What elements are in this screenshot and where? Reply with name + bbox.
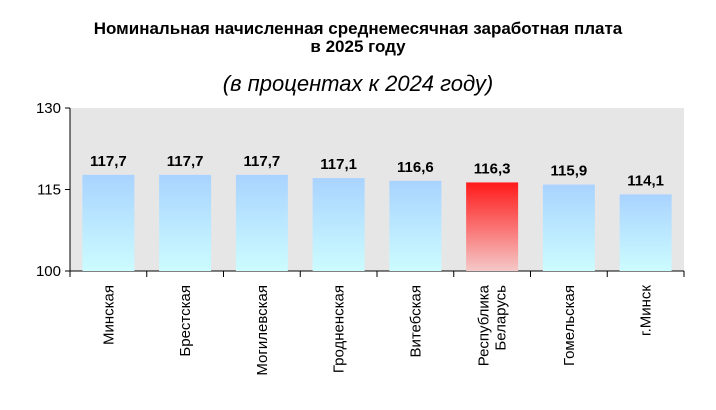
category-label: Беларусь [493,285,510,351]
data-label: 114,1 [627,172,664,189]
data-label: 115,9 [551,163,588,180]
category-label: Витебская [407,285,424,358]
data-label: 116,3 [474,160,511,177]
bar [159,174,212,271]
bar-highlight [466,182,519,271]
y-tick-label: 100 [36,263,61,280]
category-label: Республика [476,284,493,366]
bar [619,194,672,271]
data-label: 117,7 [90,153,127,170]
category-label: Гродненская [331,285,348,373]
data-label: 116,6 [397,159,434,176]
data-label: 117,7 [244,153,281,170]
bar [389,180,442,271]
category-label: г.Минск [638,285,655,336]
bar [312,178,365,271]
chart-title-line-1: Номинальная начисленная среднемесячная з… [93,19,623,38]
bar [235,174,288,271]
data-label: 117,7 [167,153,204,170]
data-label: 117,1 [320,156,357,173]
category-label: Брестская [177,285,194,357]
chart-title-line-2: в 2025 году [310,37,406,56]
bar [542,184,595,271]
y-tick-label: 130 [36,100,61,117]
y-tick-label: 115 [37,182,61,199]
category-label: Могилевская [254,285,271,376]
category-label: Гомельская [561,285,578,366]
bar [82,174,135,271]
category-label: Минская [100,285,117,345]
chart-subtitle: (в процентах к 2024 году) [222,71,494,96]
